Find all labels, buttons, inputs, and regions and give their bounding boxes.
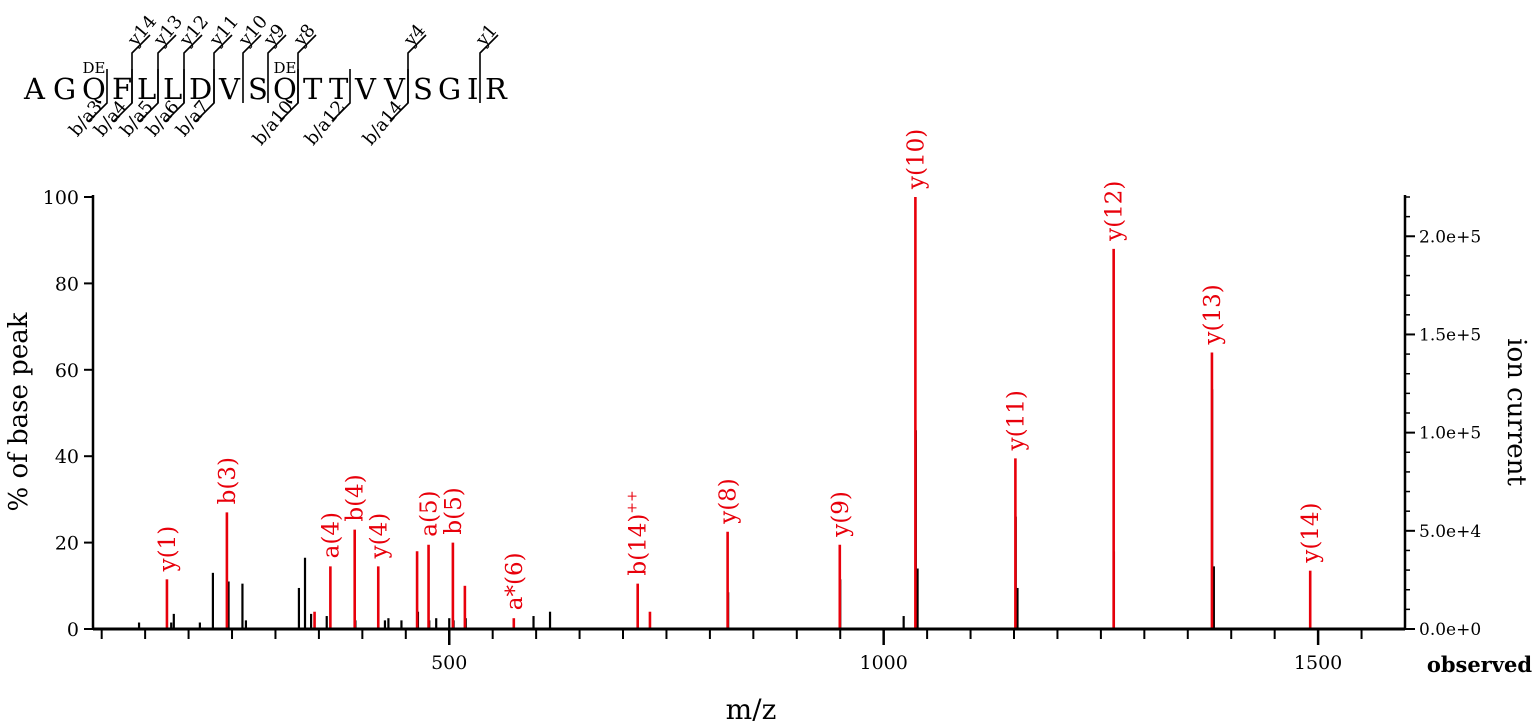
y-ion-cleavage-marker: [183, 34, 203, 103]
y-ion-cleavage-marker: [131, 34, 151, 103]
residue: V: [354, 72, 377, 106]
residue: V: [218, 72, 241, 106]
residue: A: [23, 72, 46, 106]
peak-label: y(4): [366, 513, 392, 560]
y2-tick-label: 1.5e+5: [1419, 325, 1481, 345]
y-ion-cleavage-marker: [213, 34, 233, 103]
x-tick-label: 500: [431, 652, 467, 674]
peak-label: a(4): [318, 512, 344, 558]
residue: S: [413, 72, 433, 106]
residue: R: [485, 72, 508, 106]
residue: D: [189, 72, 212, 106]
residue: F: [112, 72, 132, 106]
y-ion-cleavage-marker: [267, 34, 287, 103]
peak-label: y(8): [716, 478, 742, 525]
y-axis-label: % of base peak: [4, 312, 34, 511]
y-tick-label: 0: [67, 619, 79, 641]
y-ion-cleavage-marker: [297, 34, 317, 103]
y-ion-cleavage-marker: [407, 34, 427, 103]
y2-tick-label: 1.0e+5: [1419, 424, 1481, 444]
observed-label: observed: [1427, 652, 1533, 677]
peak-label: y(12): [1102, 181, 1128, 242]
residue: V: [383, 72, 406, 106]
peak-label: b(14)++: [625, 490, 652, 575]
peak-label: y(14): [1298, 502, 1324, 563]
y-ion-label: y4: [399, 20, 430, 51]
peak-label: y(13): [1200, 284, 1226, 345]
peak-label: b(4): [343, 474, 369, 521]
peak-label: y(9): [828, 491, 854, 538]
residue: G: [438, 72, 461, 106]
y-ion-label: y8: [289, 20, 320, 51]
x-tick-label: 1500: [1294, 652, 1342, 674]
residue: S: [248, 72, 268, 106]
residue: Q: [273, 72, 297, 106]
modification-label: DE: [83, 59, 106, 77]
residue: T: [329, 72, 349, 106]
y-ion-cleavage-marker: [479, 34, 499, 103]
peak-label: b(3): [215, 457, 241, 504]
y2-tick-label: 0.0e+0: [1419, 620, 1481, 640]
y-tick-label: 20: [55, 533, 79, 555]
residue: Q: [82, 72, 106, 106]
residue: L: [137, 72, 156, 106]
y-ion-label: y1: [471, 20, 502, 51]
peak-label: a(5): [417, 490, 443, 536]
x-tick-label: 1000: [859, 652, 907, 674]
peak-label-superscript: ++: [625, 490, 641, 513]
modification-label: DE: [274, 59, 297, 77]
residue: I: [467, 72, 478, 106]
y-ion-cleavage-marker: [157, 34, 177, 103]
peak-label: y(1): [155, 526, 181, 573]
y2-tick-label: 5.0e+4: [1419, 522, 1481, 542]
spectrum-plot: 0 20 40 60 80 100 0.0e+0 5.0e+4 1.0e+5 1.5e+5 2.0e…: [43, 129, 1481, 674]
residue: T: [303, 72, 323, 106]
b-ion-cleavage-marker: [88, 69, 108, 122]
x-axis-label: m/z: [726, 693, 777, 721]
peak-label: y(10): [903, 129, 929, 190]
residue: G: [53, 72, 76, 106]
peak-label: y(11): [1003, 390, 1029, 451]
axes: 0 20 40 60 80 100 0.0e+0 5.0e+4 1.0e+5 1.5e+5 2.0e…: [43, 187, 1481, 674]
peak-label: b(5): [441, 487, 467, 534]
residue: L: [163, 72, 182, 106]
b-ion-cleavage-marker: [331, 69, 351, 122]
peak-label: a*(6): [502, 552, 528, 610]
y2-tick-label: 2.0e+5: [1419, 227, 1481, 247]
y-tick-label: 60: [55, 360, 79, 382]
y-ion-cleavage-marker: [242, 34, 262, 103]
y-ion-label: y12: [175, 11, 213, 51]
matched-peaks: [165, 197, 1312, 629]
y-ion-label: y11: [205, 11, 243, 51]
y2-axis-label: ion current: [1501, 338, 1531, 486]
y-tick-label: 80: [55, 273, 79, 295]
peak-labels: y(1) b(3) a(4)b(4)y(4) a(5)b(5) a*(6) b(14)++…: [155, 129, 1324, 610]
y-tick-label: 40: [55, 446, 79, 468]
y-tick-label: 100: [43, 187, 79, 209]
